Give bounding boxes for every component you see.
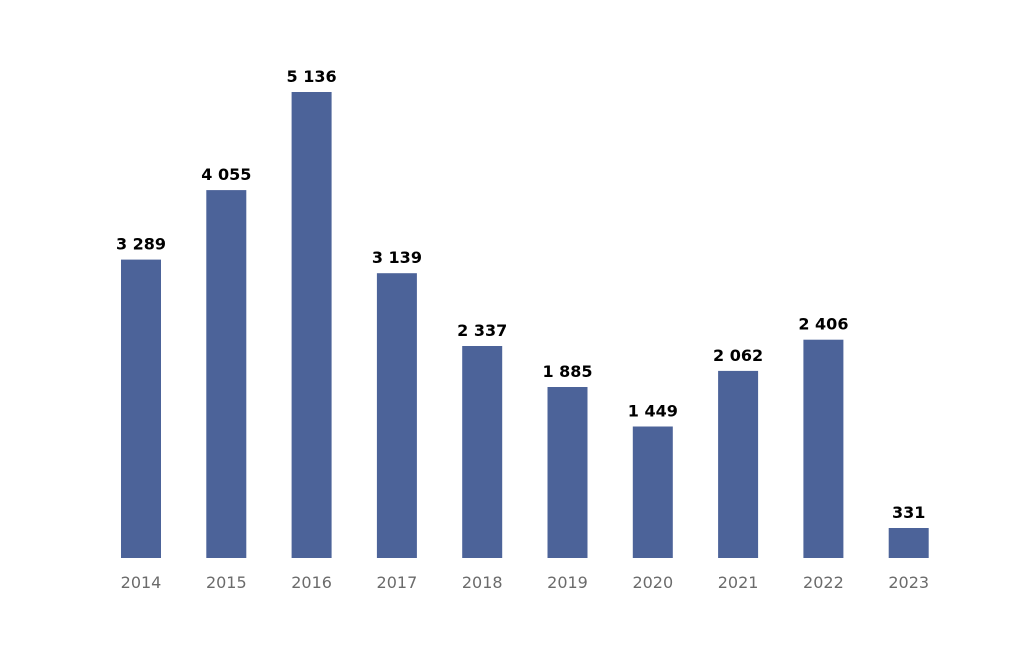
- value-labels-group: 3 289 4 055 5 136 3 139 2 337 1 885 1 449 2 062…: [116, 67, 925, 522]
- bars-group: [121, 92, 929, 558]
- value-label-2017: 3 139: [372, 248, 422, 267]
- x-tick-label-2018: 2018: [462, 573, 503, 592]
- x-axis-tick-labels: 2014 2015 2016 2017 2018 2019 2020 2021 2022 2023: [121, 573, 929, 592]
- x-tick-label-2023: 2023: [888, 573, 929, 592]
- bar-2023: [888, 528, 929, 558]
- value-label-2020: 1 449: [628, 402, 678, 421]
- x-tick-label-2020: 2020: [632, 573, 673, 592]
- x-tick-label-2019: 2019: [547, 573, 588, 592]
- bar-2022: [803, 339, 844, 558]
- value-label-2014: 3 289: [116, 235, 166, 254]
- x-tick-label-2021: 2021: [718, 573, 759, 592]
- x-tick-label-2016: 2016: [291, 573, 332, 592]
- x-tick-label-2017: 2017: [377, 573, 418, 592]
- value-label-2019: 1 885: [542, 362, 592, 381]
- bar-2016: [291, 92, 332, 558]
- bar-2017: [376, 273, 417, 558]
- value-label-2023: 331: [892, 503, 925, 522]
- value-label-2022: 2 406: [798, 315, 848, 334]
- value-label-2015: 4 055: [201, 165, 251, 184]
- bar-2021: [718, 370, 759, 558]
- value-label-2016: 5 136: [287, 67, 337, 86]
- bar-2015: [206, 190, 247, 558]
- x-tick-label-2015: 2015: [206, 573, 247, 592]
- x-tick-label-2014: 2014: [121, 573, 162, 592]
- bar-2018: [462, 346, 503, 558]
- bar-2014: [121, 259, 161, 558]
- bar-2019: [547, 387, 588, 558]
- bar-2020: [632, 426, 673, 558]
- value-label-2018: 2 337: [457, 321, 507, 340]
- x-tick-label-2022: 2022: [803, 573, 844, 592]
- value-label-2021: 2 062: [713, 346, 763, 365]
